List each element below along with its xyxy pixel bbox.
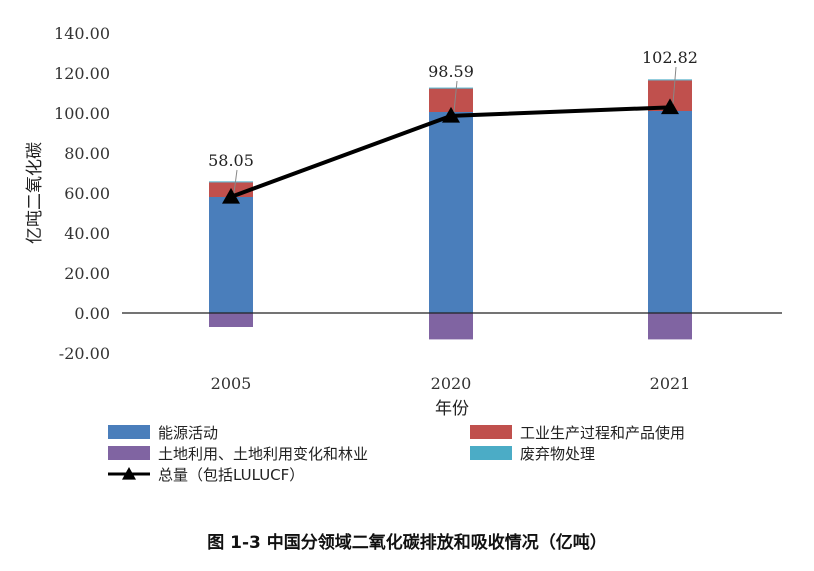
- data-label-leader: [453, 80, 458, 112]
- y-axis: -20.00 0.00 20.00 40.00 60.00 80.00 100.00 120.…: [54, 24, 110, 363]
- chart: -20.00 0.00 20.00 40.00 60.00 80.00 100.00 120.…: [25, 24, 782, 484]
- bar-segment: [648, 79, 692, 81]
- legend-swatch: [470, 425, 512, 439]
- data-labels: 58.05 98.59 102.82: [208, 48, 698, 193]
- x-tick-label: 2021: [650, 374, 691, 393]
- legend-label: 废弃物处理: [520, 445, 595, 463]
- legend-swatch: [108, 425, 150, 439]
- legend-label: 总量（包括LULUCF）: [158, 466, 304, 484]
- legend-swatch: [108, 446, 150, 460]
- legend-swatch: [470, 446, 512, 460]
- data-label: 58.05: [208, 151, 254, 170]
- total-marker: [222, 187, 240, 204]
- bar-segment: [429, 313, 473, 340]
- x-tick-label: 2005: [211, 374, 252, 393]
- legend-label: 土地利用、土地利用变化和林业: [158, 445, 368, 463]
- x-axis: 2005 2020 2021: [211, 374, 691, 393]
- bar-segment: [209, 313, 253, 327]
- y-tick-label: 20.00: [64, 264, 110, 283]
- y-tick-label: 60.00: [64, 184, 110, 203]
- y-tick-label: 80.00: [64, 144, 110, 163]
- total-line-series: [222, 98, 679, 204]
- data-label-leader: [672, 66, 677, 104]
- x-axis-title: 年份: [435, 399, 469, 419]
- data-label: 102.82: [642, 48, 698, 67]
- bar-segment: [209, 181, 253, 183]
- y-axis-title: 亿吨二氧化碳: [25, 142, 45, 244]
- y-tick-label: 40.00: [64, 224, 110, 243]
- bar-segment: [429, 88, 473, 112]
- data-label: 98.59: [428, 62, 474, 81]
- y-tick-label: 120.00: [54, 64, 110, 83]
- bar-segment: [429, 112, 473, 313]
- legend-marker: [122, 467, 136, 480]
- legend-label: 工业生产过程和产品使用: [520, 424, 685, 442]
- legend-label: 能源活动: [158, 424, 218, 442]
- bars: [209, 79, 692, 340]
- bar-segment: [648, 313, 692, 340]
- bar-segment: [209, 197, 253, 313]
- y-tick-label: 100.00: [54, 104, 110, 123]
- y-tick-label: 0.00: [74, 304, 110, 323]
- total-marker: [442, 106, 460, 123]
- figure-caption: 图 1-3 中国分领域二氧化碳排放和吸收情况（亿吨）: [207, 533, 607, 553]
- x-tick-label: 2020: [431, 374, 472, 393]
- y-tick-label: 140.00: [54, 24, 110, 43]
- data-label-leader: [233, 169, 238, 193]
- total-marker: [661, 98, 679, 115]
- bar-segment: [429, 87, 473, 89]
- y-tick-label: -20.00: [59, 344, 110, 363]
- bar-segment: [648, 111, 692, 313]
